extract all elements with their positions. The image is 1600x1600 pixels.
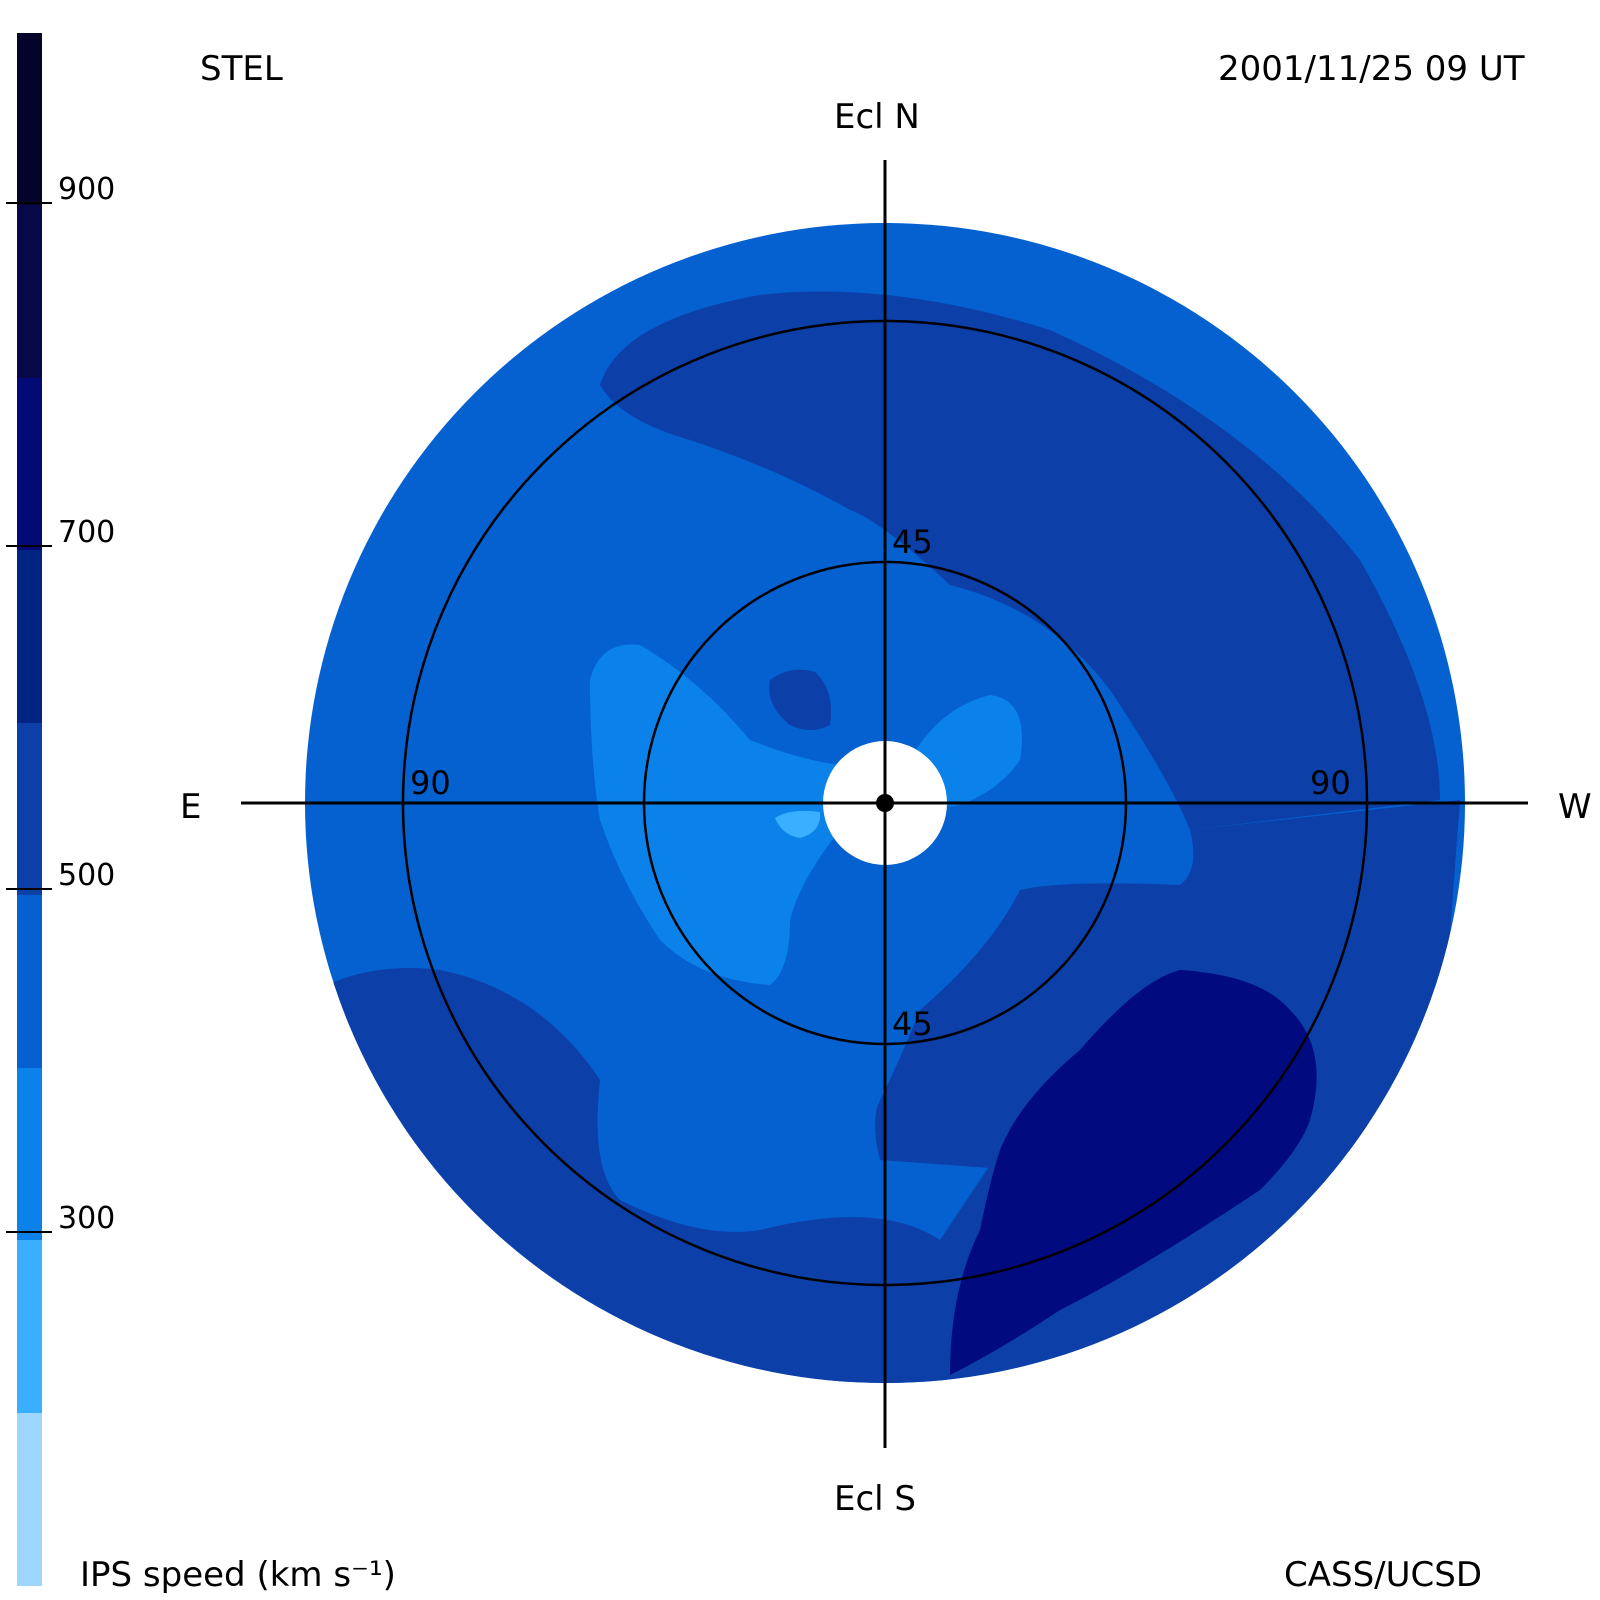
legend-swatch: [17, 1412, 42, 1586]
legend-swatch: [17, 722, 42, 897]
legend-swatch: [17, 33, 42, 207]
legend-tick-900: [6, 202, 52, 204]
speed-region-southwest-darkest: [950, 970, 1317, 1375]
legend-tick-700: [6, 545, 52, 547]
speed-color-bar: [17, 33, 42, 1586]
legend-label-300: 300: [58, 1201, 116, 1236]
legend-tick-300: [6, 1231, 52, 1233]
legend-swatch: [17, 550, 42, 724]
direction-east: E: [180, 787, 202, 827]
direction-west: W: [1558, 787, 1592, 827]
legend-swatch: [17, 1067, 42, 1242]
direction-south: Ecl S: [834, 1479, 917, 1519]
legend-label-500: 500: [58, 858, 116, 893]
ring-label-90-west: 90: [1310, 764, 1351, 802]
speed-region-center-dark-spot: [769, 669, 831, 730]
legend-label-700: 700: [58, 515, 116, 550]
station-label: STEL: [200, 49, 283, 89]
speed-region-north-dark: [600, 291, 1440, 830]
speed-region-center-lightest: [775, 810, 821, 838]
legend-swatch: [17, 205, 42, 379]
ring-label-45-south: 45: [892, 1005, 933, 1043]
legend-title: IPS speed (km s⁻¹): [80, 1555, 396, 1595]
ring-label-45-north: 45: [892, 523, 933, 561]
ring-label-90-east: 90: [410, 764, 451, 802]
legend-swatch: [17, 377, 42, 552]
legend-swatch: [17, 1240, 42, 1414]
sun-marker: [876, 794, 894, 812]
direction-north: Ecl N: [834, 97, 920, 137]
legend-label-900: 900: [58, 172, 116, 207]
credit-label: CASS/UCSD: [1284, 1555, 1483, 1595]
legend-tick-500: [6, 888, 52, 890]
legend-swatch: [17, 895, 42, 1069]
timestamp-label: 2001/11/25 09 UT: [1218, 49, 1525, 89]
